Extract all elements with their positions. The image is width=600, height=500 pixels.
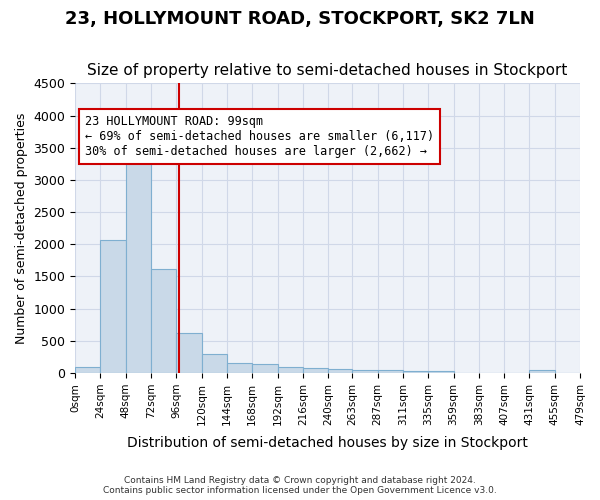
Bar [278,366,303,373]
Bar [529,370,555,373]
Bar [176,333,202,373]
Text: 23 HOLLYMOUNT ROAD: 99sqm
← 69% of semi-detached houses are smaller (6,117)
30% : 23 HOLLYMOUNT ROAD: 99sqm ← 69% of semi-… [85,115,434,158]
Bar [75,367,100,373]
Bar [328,369,352,373]
Bar [100,240,126,373]
Bar [202,354,227,373]
Y-axis label: Number of semi-detached properties: Number of semi-detached properties [15,112,28,344]
Bar [377,370,403,373]
X-axis label: Distribution of semi-detached houses by size in Stockport: Distribution of semi-detached houses by … [127,436,528,450]
Bar [227,364,252,373]
Bar [126,131,151,373]
Bar [252,364,278,373]
Bar [428,371,454,373]
Text: Contains HM Land Registry data © Crown copyright and database right 2024.
Contai: Contains HM Land Registry data © Crown c… [103,476,497,495]
Text: 23, HOLLYMOUNT ROAD, STOCKPORT, SK2 7LN: 23, HOLLYMOUNT ROAD, STOCKPORT, SK2 7LN [65,10,535,28]
Title: Size of property relative to semi-detached houses in Stockport: Size of property relative to semi-detach… [88,63,568,78]
Bar [352,370,377,373]
Bar [303,368,328,373]
Bar [151,268,176,373]
Bar [403,371,428,373]
